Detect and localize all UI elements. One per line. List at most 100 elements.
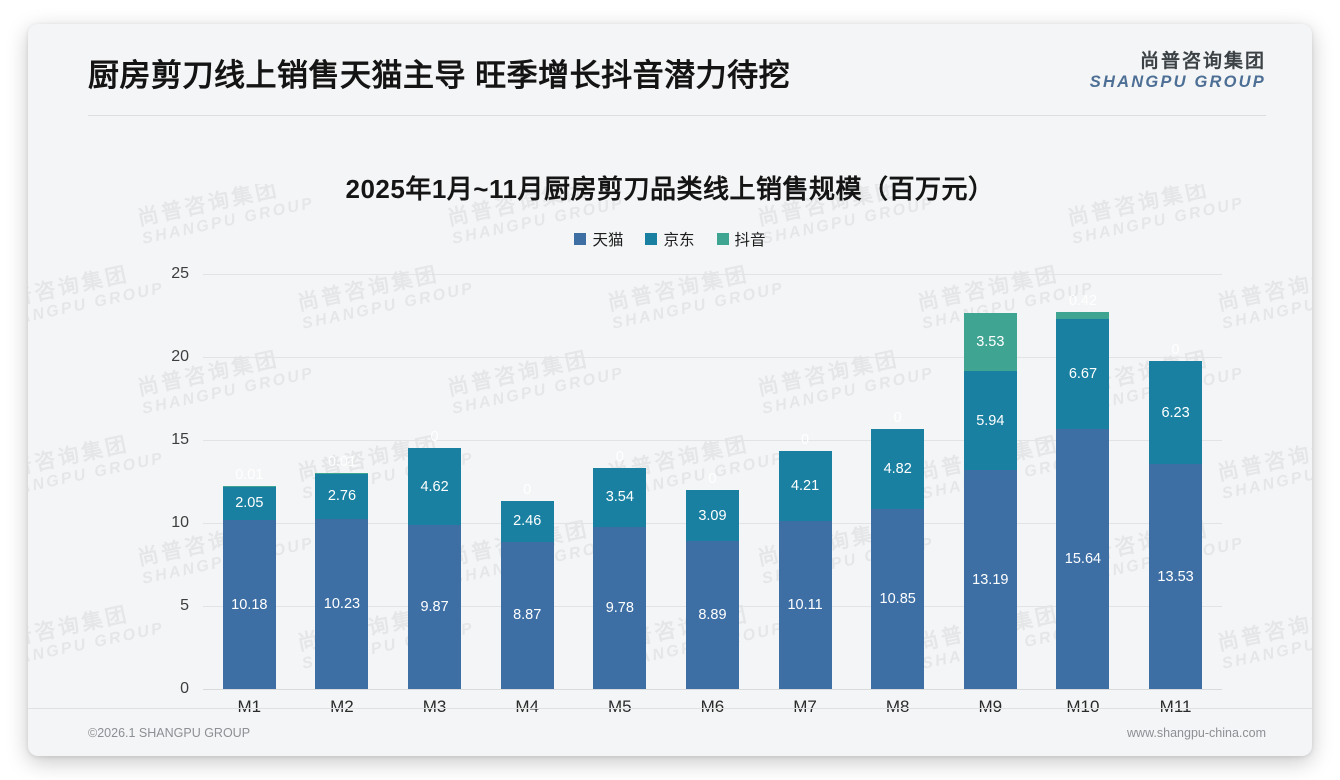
x-axis-label-m1: M1 — [237, 697, 262, 716]
legend-label: 抖音 — [734, 232, 766, 249]
bar-group-m10[interactable]: 15.64 6.67 0.42 — [1037, 274, 1130, 689]
bar-segment-天猫[interactable]: 10.11 — [778, 521, 832, 689]
bar-value-label: 0 — [801, 432, 810, 449]
x-axis-line — [203, 689, 1222, 690]
bar-value-label: 10.18 — [231, 596, 268, 613]
gridline — [203, 357, 1222, 358]
bar-segment-京东[interactable]: 2.46 — [500, 500, 554, 542]
bar-value-label: 10.23 — [323, 596, 361, 613]
bar-stack: 10.11 4.21 0 — [778, 432, 832, 689]
footer-copyright: ©2026.1 SHANGPU GROUP — [88, 725, 251, 740]
bar-value-label: 4.62 — [420, 478, 449, 495]
legend-swatch-icon — [574, 233, 587, 245]
bar-segment-天猫[interactable]: 10.18 — [222, 520, 276, 689]
bar-segment-抖音[interactable]: 0.42 — [1056, 293, 1110, 319]
bar-segment-京东[interactable]: 2.05 — [222, 486, 276, 521]
legend-label: 京东 — [663, 232, 695, 249]
bar-segment-京东[interactable]: 3.54 — [593, 467, 647, 527]
bar-segment-京东[interactable]: 3.09 — [685, 490, 739, 542]
gridline — [203, 440, 1222, 441]
bar-group-m8[interactable]: 10.85 4.82 0 — [851, 274, 944, 689]
bar-group-m1[interactable]: 10.18 2.05 0.01 — [203, 274, 296, 689]
x-axis-label-m7: M7 — [793, 697, 817, 716]
y-axis-tick-label: 10 — [171, 514, 189, 531]
bar-segment-京东[interactable]: 4.82 — [871, 428, 925, 509]
bar-value-label: 2.05 — [235, 495, 264, 511]
bar-segment-天猫[interactable]: 8.87 — [500, 541, 554, 689]
bar-segment-天猫[interactable]: 8.89 — [685, 541, 739, 689]
chart-legend: 天猫 京东 抖音 — [28, 228, 1312, 250]
bar-value-label: 10.11 — [787, 597, 823, 614]
company-logo: 尚普咨询集团 SHANGPU GROUP — [1090, 52, 1266, 91]
bar-value-label: 0 — [523, 481, 532, 498]
bar-stack: 13.19 5.94 3.53 — [963, 312, 1017, 689]
bar-value-label: 13.53 — [1157, 568, 1194, 585]
legend-swatch-icon — [645, 233, 658, 245]
bar-value-label: 3.53 — [976, 334, 1005, 351]
bar-value-label: 4.82 — [883, 460, 912, 477]
x-axis-labels: M1 M2 M3 M4 M5 M6 M7 M8 M9 M10 M11 — [203, 697, 1222, 717]
bar-value-label: 13.19 — [972, 571, 1009, 588]
legend-item-2[interactable]: 抖音 — [716, 228, 766, 250]
bar-stack: 10.18 2.05 0.01 — [222, 467, 276, 689]
bar-stack: 8.89 3.09 0 — [685, 471, 739, 689]
bar-stack: 8.87 2.46 0 — [500, 482, 554, 689]
bar-segment-京东[interactable]: 6.67 — [1056, 318, 1110, 430]
slide-header: 厨房剪刀线上销售天猫主导 旺季增长抖音潜力待挖 尚普咨询集团 SHANGPU G… — [28, 24, 1312, 116]
chart-plot-area: 天猫 京东 抖音 0 5 10 15 20 25 10.18 2.05 0.01 10.23 2.76… — [28, 214, 1312, 716]
bar-value-label: 10.85 — [879, 590, 916, 607]
y-axis-tick-label: 25 — [171, 265, 189, 282]
legend-item-0[interactable]: 天猫 — [574, 228, 623, 250]
bar-stack: 10.23 2.76 0.01 — [315, 454, 369, 689]
bar-segment-天猫[interactable]: 10.85 — [871, 508, 925, 689]
legend-item-1[interactable]: 京东 — [645, 228, 695, 250]
chart-axes: 0 5 10 15 20 25 10.18 2.05 0.01 10.23 2.76 0.01 9.8… — [171, 265, 1222, 697]
bar-group-m7[interactable]: 10.11 4.21 0 — [759, 274, 852, 689]
bar-value-label: 0 — [893, 409, 902, 426]
bar-value-label: 3.09 — [698, 507, 727, 524]
logo-english-name: SHANGPU GROUP — [1089, 72, 1266, 91]
page-title: 厨房剪刀线上销售天猫主导 旺季增长抖音潜力待挖 — [88, 58, 791, 93]
legend-label: 天猫 — [592, 232, 624, 249]
x-axis-label-m4: M4 — [515, 697, 539, 716]
bar-segment-京东[interactable]: 6.23 — [1149, 361, 1203, 465]
slide-card: 厨房剪刀线上销售天猫主导 旺季增长抖音潜力待挖 尚普咨询集团 SHANGPU G… — [28, 24, 1312, 756]
bar-value-label: 0 — [1171, 342, 1180, 358]
bar-stack: 10.85 4.82 0 — [871, 410, 925, 689]
bar-group-m11[interactable]: 13.53 6.23 0 — [1129, 274, 1222, 689]
x-axis-label-m11: M11 — [1159, 697, 1192, 716]
bar-value-label: 2.76 — [327, 488, 357, 505]
bar-segment-京东[interactable]: 2.76 — [315, 473, 369, 520]
bar-value-label: 5.94 — [976, 412, 1005, 429]
bar-segment-天猫[interactable]: 10.23 — [315, 519, 369, 689]
bar-group-m9[interactable]: 13.19 5.94 3.53 — [944, 274, 1037, 689]
bar-group-m2[interactable]: 10.23 2.76 0.01 — [296, 274, 389, 689]
y-axis-tick-label: 20 — [171, 348, 189, 365]
legend-swatch-icon — [716, 233, 729, 245]
bar-value-label: 0.01 — [235, 466, 264, 483]
x-axis-label-m3: M3 — [422, 697, 447, 716]
bar-segment-京东[interactable]: 4.21 — [778, 451, 832, 522]
bar-segment-京东[interactable]: 5.94 — [963, 371, 1017, 471]
logo-chinese-name: 尚普咨询集团 — [1139, 51, 1266, 72]
bar-segment-天猫[interactable]: 9.87 — [408, 525, 462, 689]
y-axis-tick-label: 15 — [171, 431, 189, 448]
bar-segment-天猫[interactable]: 9.78 — [593, 526, 647, 689]
bar-value-label: 9.87 — [420, 599, 449, 616]
bar-value-label: 0.01 — [327, 454, 357, 471]
bar-segment-天猫[interactable]: 13.19 — [963, 470, 1017, 689]
bar-series-container: 10.18 2.05 0.01 10.23 2.76 0.01 9.87 4.62 0 8.87 2… — [203, 274, 1222, 689]
bar-group-m6[interactable]: 8.89 3.09 0 — [666, 274, 759, 689]
x-axis-label-m8: M8 — [885, 697, 910, 716]
bar-segment-抖音[interactable]: 3.53 — [963, 312, 1017, 372]
bar-group-m5[interactable]: 9.78 3.54 0 — [574, 274, 667, 689]
bar-segment-天猫[interactable]: 15.64 — [1056, 429, 1110, 689]
y-axis-tick-label: 5 — [180, 597, 189, 614]
header-divider — [88, 115, 1266, 116]
bar-group-m3[interactable]: 9.87 4.62 0 — [388, 274, 481, 689]
bar-value-label: 8.89 — [698, 607, 727, 624]
bar-segment-天猫[interactable]: 13.53 — [1149, 464, 1203, 689]
bar-group-m4[interactable]: 8.87 2.46 0 — [481, 274, 574, 689]
bar-stack: 13.53 6.23 0 — [1149, 342, 1203, 689]
bar-segment-京东[interactable]: 4.62 — [408, 448, 462, 526]
